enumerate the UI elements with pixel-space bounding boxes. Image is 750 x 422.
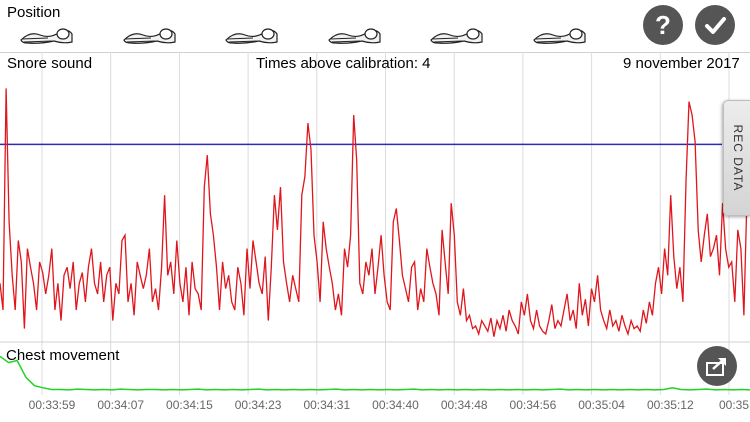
chart-date: 9 november 2017 [623, 55, 740, 72]
checkmark-icon [705, 17, 726, 34]
help-button[interactable]: ? [643, 5, 683, 45]
sleeper-icon [531, 24, 587, 46]
rec-data-label: REC DATA [730, 124, 745, 192]
sleeper-icon [326, 24, 382, 46]
position-title: Position [7, 4, 61, 21]
chart-grid [41, 52, 730, 395]
chest-movement-line [0, 355, 750, 391]
share-icon [706, 358, 726, 376]
sleeper-icon [121, 24, 177, 46]
confirm-button[interactable] [695, 5, 735, 45]
sleeper-icon [428, 24, 484, 46]
snore-sound-line [0, 88, 750, 337]
x-tick-label: 00:34:56 [509, 398, 557, 412]
sleep-chart [0, 52, 750, 395]
x-tick-label: 00:35:04 [578, 398, 625, 412]
share-button[interactable] [697, 346, 737, 386]
sleeper-icon [18, 24, 74, 46]
x-tick-label: 00:34:15 [166, 398, 213, 412]
position-bar: Position ? [0, 0, 750, 53]
snore-title: Snore sound [7, 55, 93, 72]
x-tick-label: 00:34:48 [440, 398, 488, 412]
x-tick-label: 00:35:12 [646, 398, 694, 412]
rec-data-tab[interactable]: REC DATA [723, 100, 750, 216]
x-tick-label: 00:33:59 [28, 398, 76, 412]
x-tick-label: 00:35:2 [718, 398, 750, 412]
x-tick-label: 00:34:07 [97, 398, 145, 412]
chest-title: Chest movement [6, 347, 120, 364]
x-tick-label: 00:34:40 [372, 398, 419, 412]
x-tick-label: 00:34:31 [303, 398, 351, 412]
times-above-calibration: Times above calibration: 4 [256, 55, 431, 72]
x-tick-label: 00:34:23 [234, 398, 282, 412]
sleeper-icon [223, 24, 279, 46]
